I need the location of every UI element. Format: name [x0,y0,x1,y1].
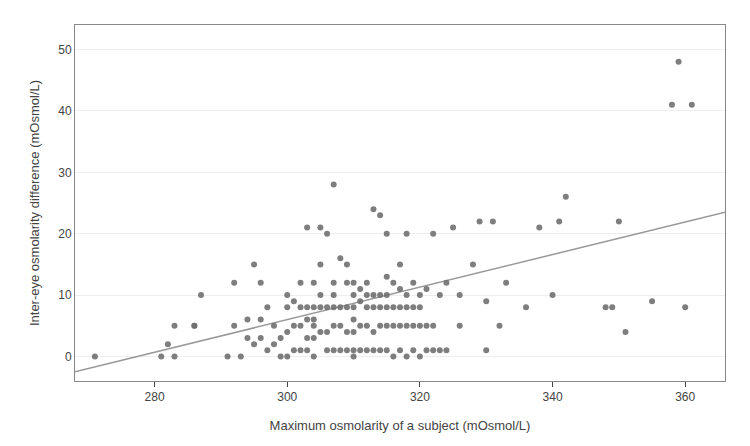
svg-text:Inter-eye osmolarity differenc: Inter-eye osmolarity difference (mOsmol/… [27,80,42,326]
svg-text:280: 280 [145,390,165,404]
svg-text:40: 40 [58,104,72,118]
svg-text:20: 20 [58,227,72,241]
svg-text:320: 320 [410,390,430,404]
svg-text:30: 30 [58,166,72,180]
svg-text:10: 10 [58,288,72,302]
svg-text:340: 340 [543,390,563,404]
svg-text:0: 0 [65,350,72,364]
svg-text:360: 360 [675,390,695,404]
svg-text:50: 50 [58,43,72,57]
svg-text:300: 300 [277,390,297,404]
svg-text:Maximum osmolarity of a subjec: Maximum osmolarity of a subject (mOsmol/… [270,418,531,433]
